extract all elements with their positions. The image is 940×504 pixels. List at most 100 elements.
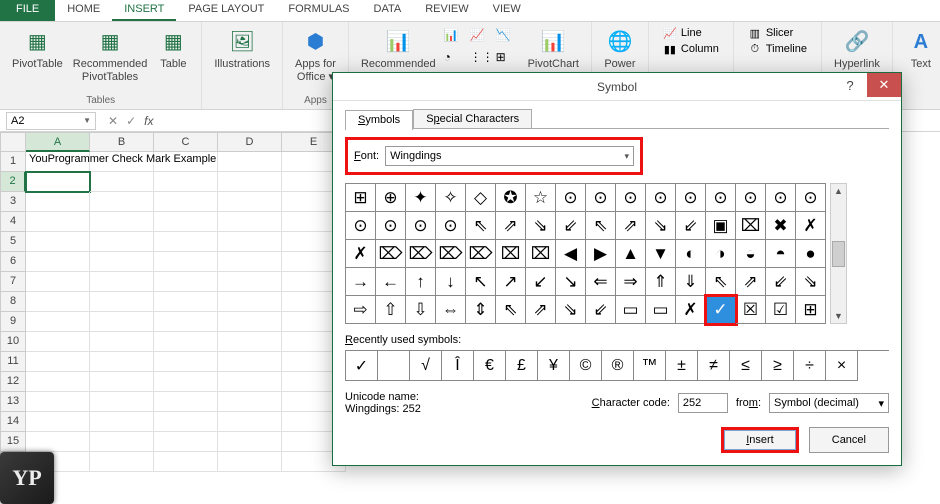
symbol-cell[interactable]: ⊙ [706, 184, 736, 212]
cancel-button[interactable]: Cancel [809, 427, 889, 453]
cell[interactable] [90, 192, 154, 212]
row-header[interactable]: 15 [0, 432, 26, 452]
cell[interactable] [218, 432, 282, 452]
symbol-cell[interactable]: ⇗ [496, 212, 526, 240]
cell[interactable] [90, 312, 154, 332]
symbol-cell[interactable]: ✖ [766, 212, 796, 240]
symbol-cell[interactable]: ⊙ [736, 184, 766, 212]
symbol-cell[interactable]: ⇖ [706, 268, 736, 296]
cell[interactable] [218, 372, 282, 392]
cell[interactable] [218, 452, 282, 472]
dropdown-icon[interactable]: ▾ [624, 151, 629, 162]
symbol-cell[interactable]: ⇒ [616, 268, 646, 296]
cell[interactable] [26, 392, 90, 412]
text-button[interactable]: AText [901, 24, 940, 73]
row-header[interactable]: 6 [0, 252, 26, 272]
symbol-cell[interactable]: ◒ [736, 240, 766, 268]
recent-symbol-cell[interactable]: ≠ [698, 351, 730, 381]
row-header[interactable]: 9 [0, 312, 26, 332]
cell[interactable] [26, 192, 90, 212]
symbol-cell[interactable]: ⊙ [586, 184, 616, 212]
row-header[interactable]: 1 [0, 152, 26, 172]
dropdown-icon[interactable]: ▼ [83, 116, 91, 125]
recent-symbol-cell[interactable]: £ [506, 351, 538, 381]
symbol-cell[interactable]: ▭ [646, 296, 676, 324]
cell[interactable] [90, 172, 154, 192]
row-header[interactable]: 7 [0, 272, 26, 292]
tab-data[interactable]: DATA [362, 0, 414, 21]
symbol-cell[interactable]: ⇔ [436, 296, 466, 324]
cell[interactable] [154, 392, 218, 412]
symbol-cell[interactable]: ⊞ [346, 184, 376, 212]
cell[interactable] [26, 172, 90, 192]
font-select[interactable]: Wingdings▾ [385, 146, 634, 166]
recent-symbol-cell[interactable]: ¥ [538, 351, 570, 381]
cell[interactable] [154, 452, 218, 472]
table-button[interactable]: ▦Table [153, 24, 193, 73]
row-header[interactable]: 5 [0, 232, 26, 252]
symbol-cell[interactable]: ⇖ [466, 212, 496, 240]
tab-home[interactable]: HOME [55, 0, 112, 21]
symbol-cell[interactable]: ⇙ [586, 296, 616, 324]
cell[interactable] [154, 312, 218, 332]
cell[interactable] [90, 412, 154, 432]
hyperlink-button[interactable]: 🔗Hyperlink [830, 24, 884, 73]
cell[interactable] [218, 312, 282, 332]
col-header[interactable]: A [26, 132, 90, 152]
cell[interactable] [90, 392, 154, 412]
symbol-cell[interactable]: ⇕ [466, 296, 496, 324]
row-header[interactable]: 10 [0, 332, 26, 352]
cell[interactable] [26, 372, 90, 392]
cell[interactable] [218, 332, 282, 352]
symbol-cell[interactable]: ⌦ [376, 240, 406, 268]
cell[interactable] [26, 212, 90, 232]
recent-symbol-cell[interactable]: ± [666, 351, 698, 381]
cell[interactable] [90, 372, 154, 392]
symbol-cell[interactable]: ◓ [766, 240, 796, 268]
cell[interactable] [90, 452, 154, 472]
cell[interactable] [154, 332, 218, 352]
symbol-cell[interactable]: ⇘ [556, 296, 586, 324]
row-header[interactable]: 12 [0, 372, 26, 392]
cell[interactable] [154, 172, 218, 192]
symbol-cell[interactable]: ⇖ [586, 212, 616, 240]
cell[interactable] [218, 392, 282, 412]
cell[interactable] [90, 432, 154, 452]
symbol-cell[interactable]: ⇙ [766, 268, 796, 296]
cell[interactable] [154, 252, 218, 272]
recent-symbol-cell[interactable]: √ [410, 351, 442, 381]
cancel-formula-icon[interactable]: ✕ [108, 114, 118, 128]
cell[interactable] [26, 252, 90, 272]
power-button[interactable]: 🌐Power [600, 24, 640, 73]
recent-symbol-cell[interactable]: ≥ [762, 351, 794, 381]
col-header[interactable]: C [154, 132, 218, 152]
symbol-cell[interactable]: ✪ [496, 184, 526, 212]
chart-type-icon[interactable]: ⊞ [496, 50, 520, 70]
sparkline-line-button[interactable]: 📈Line [663, 26, 719, 40]
recent-symbol-cell[interactable]: ® [602, 351, 634, 381]
symbol-cell[interactable]: ⇘ [646, 212, 676, 240]
cell[interactable] [154, 212, 218, 232]
cell[interactable] [90, 352, 154, 372]
recent-symbol-cell[interactable]: ™ [634, 351, 666, 381]
symbol-cell[interactable]: ⇐ [586, 268, 616, 296]
cell[interactable] [218, 272, 282, 292]
symbol-cell[interactable]: ✧ [436, 184, 466, 212]
recommended-pivot-button[interactable]: ▦Recommended PivotTables [69, 24, 152, 86]
symbol-cell[interactable]: ⇘ [796, 268, 826, 296]
tab-special-characters[interactable]: Special Characters [413, 109, 532, 129]
pivot-chart-button[interactable]: 📊PivotChart [524, 24, 583, 73]
pivot-table-button[interactable]: ▦PivotTable [8, 24, 67, 73]
symbol-cell[interactable]: ⊙ [376, 212, 406, 240]
symbol-cell[interactable]: ✗ [346, 240, 376, 268]
symbol-cell[interactable]: ☆ [526, 184, 556, 212]
cell[interactable] [154, 192, 218, 212]
symbol-cell[interactable]: ⌧ [496, 240, 526, 268]
cell[interactable] [218, 152, 282, 172]
tab-formulas[interactable]: FORMULAS [276, 0, 361, 21]
symbol-cell[interactable]: ◇ [466, 184, 496, 212]
cell[interactable] [218, 292, 282, 312]
symbol-cell[interactable]: ▶ [586, 240, 616, 268]
symbol-cell[interactable]: ◑ [706, 240, 736, 268]
cell[interactable] [154, 272, 218, 292]
